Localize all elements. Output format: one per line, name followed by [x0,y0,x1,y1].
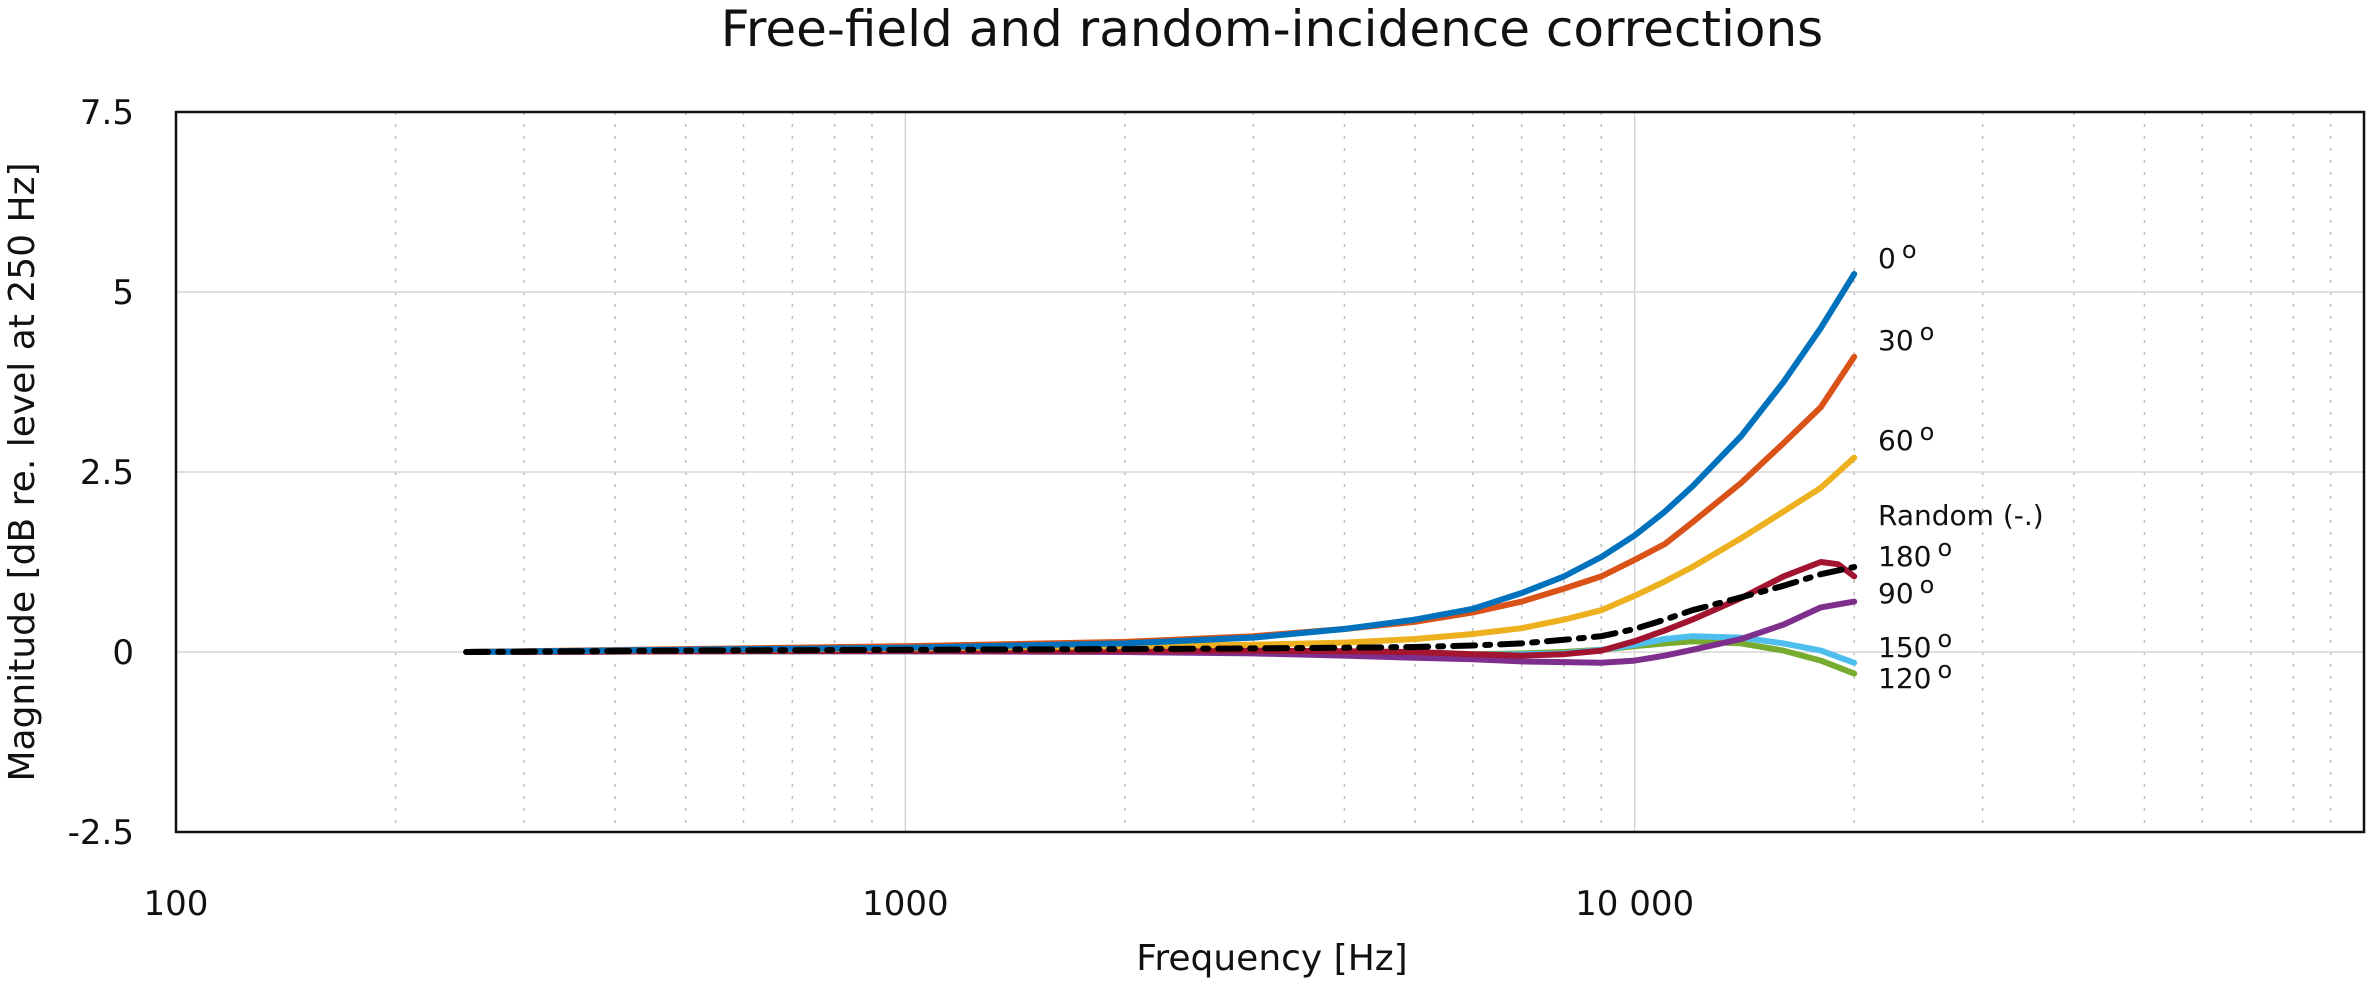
x-tick-label: 1000 [862,884,949,924]
curve-label: 90 o [1878,571,1934,610]
y-tick-label: 2.5 [80,453,134,493]
x-tick-label: 100 [144,884,209,924]
curve-label: 30 o [1878,318,1934,357]
curve-label: 60 o [1878,418,1934,457]
series-line-0 [463,271,1858,655]
curve-label: 180 o [1878,534,1952,573]
series-group [463,271,1858,677]
y-tick-label: 0 [112,633,134,673]
x-tick-label: 10 000 [1575,884,1694,924]
tick-labels: 100 1000 10 000 7.5 5 2.5 0 -2.5 [68,93,1694,924]
y-tick-label: 5 [112,273,134,313]
curve-label: 120 o [1878,656,1952,695]
series-line-random [463,564,1858,655]
chart-title: Free-field and random-incidence correcti… [721,0,1823,58]
x-axis-label: Frequency [Hz] [1136,938,1407,979]
series-line-30 [463,353,1858,655]
y-axis-label: Magnitude [dB re. level at 250 Hz] [2,162,43,781]
plot-frame [174,110,2366,834]
grid [176,112,2364,832]
y-tick-label: -2.5 [68,813,134,853]
y-tick-label: 7.5 [80,93,134,133]
curve-label: Random (-.) [1878,499,2044,532]
